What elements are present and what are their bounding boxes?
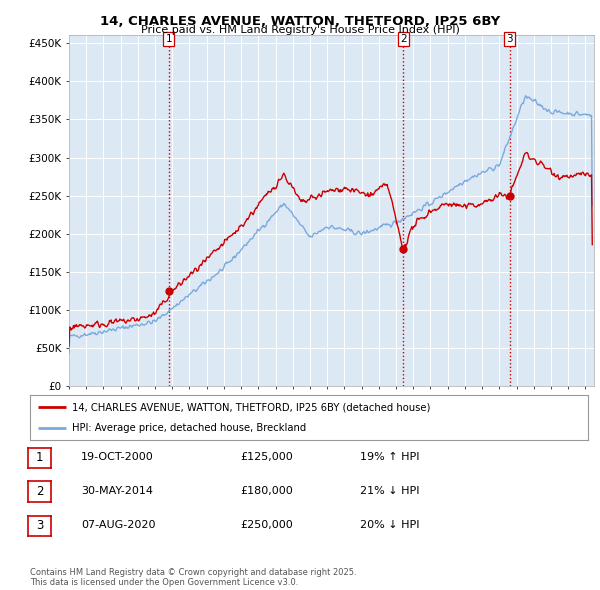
Text: Contains HM Land Registry data © Crown copyright and database right 2025.
This d: Contains HM Land Registry data © Crown c…	[30, 568, 356, 587]
Text: 30-MAY-2014: 30-MAY-2014	[81, 486, 153, 496]
Text: 19-OCT-2000: 19-OCT-2000	[81, 453, 154, 462]
Text: 1: 1	[166, 34, 172, 44]
Text: 19% ↑ HPI: 19% ↑ HPI	[360, 453, 419, 462]
Text: 20% ↓ HPI: 20% ↓ HPI	[360, 520, 419, 530]
Text: 14, CHARLES AVENUE, WATTON, THETFORD, IP25 6BY (detached house): 14, CHARLES AVENUE, WATTON, THETFORD, IP…	[72, 402, 430, 412]
Text: £125,000: £125,000	[240, 453, 293, 462]
Text: HPI: Average price, detached house, Breckland: HPI: Average price, detached house, Brec…	[72, 422, 306, 432]
Text: 2: 2	[400, 34, 407, 44]
Text: £180,000: £180,000	[240, 486, 293, 496]
Text: 3: 3	[506, 34, 513, 44]
Text: 2: 2	[36, 485, 43, 498]
Text: 07-AUG-2020: 07-AUG-2020	[81, 520, 155, 530]
Text: 1: 1	[36, 451, 43, 464]
Text: 21% ↓ HPI: 21% ↓ HPI	[360, 486, 419, 496]
Text: £250,000: £250,000	[240, 520, 293, 530]
Text: 14, CHARLES AVENUE, WATTON, THETFORD, IP25 6BY: 14, CHARLES AVENUE, WATTON, THETFORD, IP…	[100, 15, 500, 28]
Text: 3: 3	[36, 519, 43, 532]
Text: Price paid vs. HM Land Registry's House Price Index (HPI): Price paid vs. HM Land Registry's House …	[140, 25, 460, 35]
